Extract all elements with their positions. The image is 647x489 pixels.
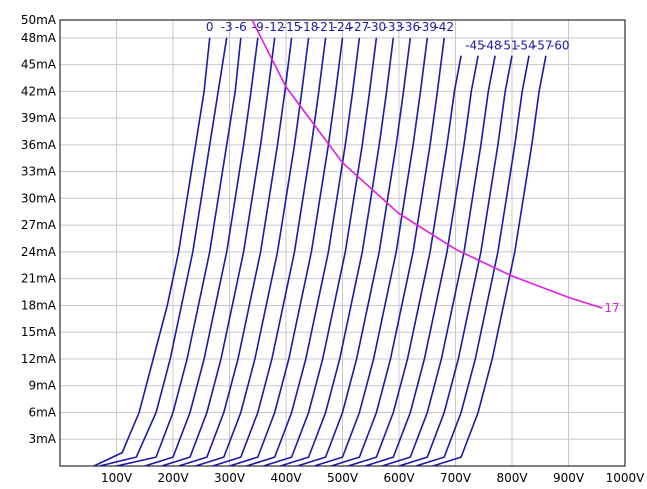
max-dissipation-curve-group: 17 <box>251 19 620 315</box>
plate-curve-20 <box>432 55 547 467</box>
plate-curve-11 <box>280 37 395 467</box>
curve-label: -51 <box>499 39 519 53</box>
curve-label: -57 <box>533 39 553 53</box>
plate-curve-10 <box>263 37 378 467</box>
plate-curve-1 <box>99 37 228 467</box>
curve-label: -15 <box>282 20 302 34</box>
curve-label: -54 <box>516 39 536 53</box>
plate-curve-4 <box>161 37 276 467</box>
curve-label: -12 <box>265 20 285 34</box>
plate-curve-7 <box>212 37 327 467</box>
plot-frame <box>59 19 626 467</box>
curve-label: 0 <box>206 20 214 34</box>
curve-label: -42 <box>434 20 454 34</box>
curve-label: -9 <box>252 20 264 34</box>
plate-curve-8 <box>229 37 344 467</box>
y-tick-label: 6mA <box>28 405 56 419</box>
curve-label: -45 <box>465 39 485 53</box>
x-axis-tick-labels: 100V 200V 300V 400V 500V 600V 700V 800V 900V 1000… <box>101 471 645 485</box>
curve-label: -30 <box>367 20 387 34</box>
y-tick-label: 42mA <box>21 84 57 98</box>
x-tick-label: 700V <box>440 471 472 485</box>
x-tick-label: 400V <box>270 471 302 485</box>
curve-label: -33 <box>384 20 404 34</box>
plate-curve-16 <box>364 55 479 467</box>
x-tick-label: 600V <box>383 471 415 485</box>
plate-curve-3 <box>144 37 259 467</box>
y-tick-label: 24mA <box>21 245 57 259</box>
curve-label: -27 <box>350 20 370 34</box>
x-tick-label: 200V <box>157 471 189 485</box>
y-tick-label: 12mA <box>21 352 57 366</box>
y-tick-label: 50mA <box>21 13 57 27</box>
plate-curve-9 <box>246 37 361 467</box>
curve-label: -6 <box>235 20 247 34</box>
y-tick-label: 39mA <box>21 111 57 125</box>
curve-label: -3 <box>221 20 233 34</box>
x-tick-label: 500V <box>327 471 359 485</box>
plate-curve-5 <box>178 37 293 467</box>
y-tick-label: 33mA <box>21 165 57 179</box>
x-tick-label: 300V <box>214 471 246 485</box>
y-tick-label: 15mA <box>21 325 57 339</box>
curve-label: -39 <box>417 20 437 34</box>
y-tick-label: 3mA <box>28 432 56 446</box>
y-tick-label: 30mA <box>21 191 57 205</box>
y-axis-tick-labels: 3mA 6mA 9mA 12mA 15mA 18mA 21mA 24mA 27mA 30mA 33m… <box>21 13 57 446</box>
plate-curve-19 <box>415 55 530 467</box>
y-tick-label: 27mA <box>21 218 57 232</box>
plate-curve-15 <box>347 55 462 467</box>
x-tick-label: 800V <box>496 471 528 485</box>
plate-curve-series <box>93 37 547 467</box>
y-tick-label: 18mA <box>21 298 57 312</box>
plate-curve-13 <box>314 37 429 467</box>
curve-label: -60 <box>550 39 570 53</box>
plate-curve-0 <box>93 37 211 467</box>
y-tick-label: 36mA <box>21 138 57 152</box>
plate-curve-2 <box>116 37 242 467</box>
plate-curve-12 <box>297 37 412 467</box>
plate-curve-17 <box>381 55 496 467</box>
y-tick-label: 48mA <box>21 31 57 45</box>
x-tick-label: 100V <box>101 471 133 485</box>
max-dissipation-curve <box>251 19 603 309</box>
max-dissipation-label: 17 <box>604 301 619 315</box>
x-tick-label: 1000V <box>606 471 646 485</box>
curve-label: -18 <box>299 20 319 34</box>
curve-label: -36 <box>400 20 420 34</box>
curve-label: -24 <box>333 20 353 34</box>
curve-label: -21 <box>316 20 336 34</box>
plate-curve-6 <box>195 37 310 467</box>
x-tick-label: 900V <box>553 471 585 485</box>
y-tick-label: 45mA <box>21 58 57 72</box>
plot-border <box>59 19 626 467</box>
plate-curve-14 <box>330 37 445 467</box>
y-tick-label: 21mA <box>21 272 57 286</box>
curve-labels: 0 -3 -6 -9 -12-15-18-21-24-27-30-33-36-39-42… <box>206 20 570 53</box>
plate-curve-18 <box>398 55 513 467</box>
curve-label: -48 <box>482 39 502 53</box>
y-tick-label: 9mA <box>28 379 56 393</box>
